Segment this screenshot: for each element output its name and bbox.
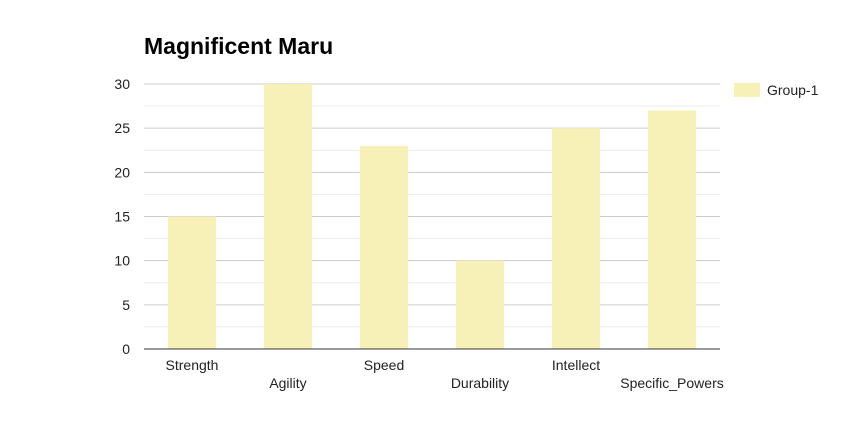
x-tick-label: Speed — [364, 357, 404, 373]
y-tick-label: 25 — [114, 120, 130, 136]
gridlines — [144, 83, 720, 328]
legend-swatch — [734, 83, 760, 97]
bars — [168, 84, 696, 349]
x-tick-label: Agility — [269, 375, 306, 391]
x-tick-label: Specific_Powers — [620, 375, 724, 391]
y-tick-label: 5 — [122, 297, 130, 313]
bar-speed — [360, 145, 408, 349]
bar-intellect — [552, 128, 600, 349]
x-axis-labels: Strength Agility Speed Durability Intellect S… — [166, 357, 724, 391]
legend: Group-1 — [734, 82, 819, 98]
y-tick-label: 20 — [114, 164, 130, 180]
legend-label: Group-1 — [767, 82, 819, 98]
bar-agility — [264, 84, 312, 349]
y-tick-label: 30 — [114, 76, 130, 92]
bar-durability — [456, 260, 504, 349]
x-tick-label: Durability — [451, 375, 509, 391]
chart-title: Magnificent Maru — [144, 33, 333, 59]
y-tick-label: 0 — [122, 341, 130, 357]
x-tick-label: Strength — [166, 357, 219, 373]
x-tick-label: Intellect — [552, 357, 600, 373]
y-axis-ticks: 0 5 10 15 20 25 30 — [114, 76, 130, 357]
y-tick-label: 10 — [114, 253, 130, 269]
bar-specific_powers — [648, 110, 696, 349]
bar-strength — [168, 216, 216, 349]
y-tick-label: 15 — [114, 209, 130, 225]
